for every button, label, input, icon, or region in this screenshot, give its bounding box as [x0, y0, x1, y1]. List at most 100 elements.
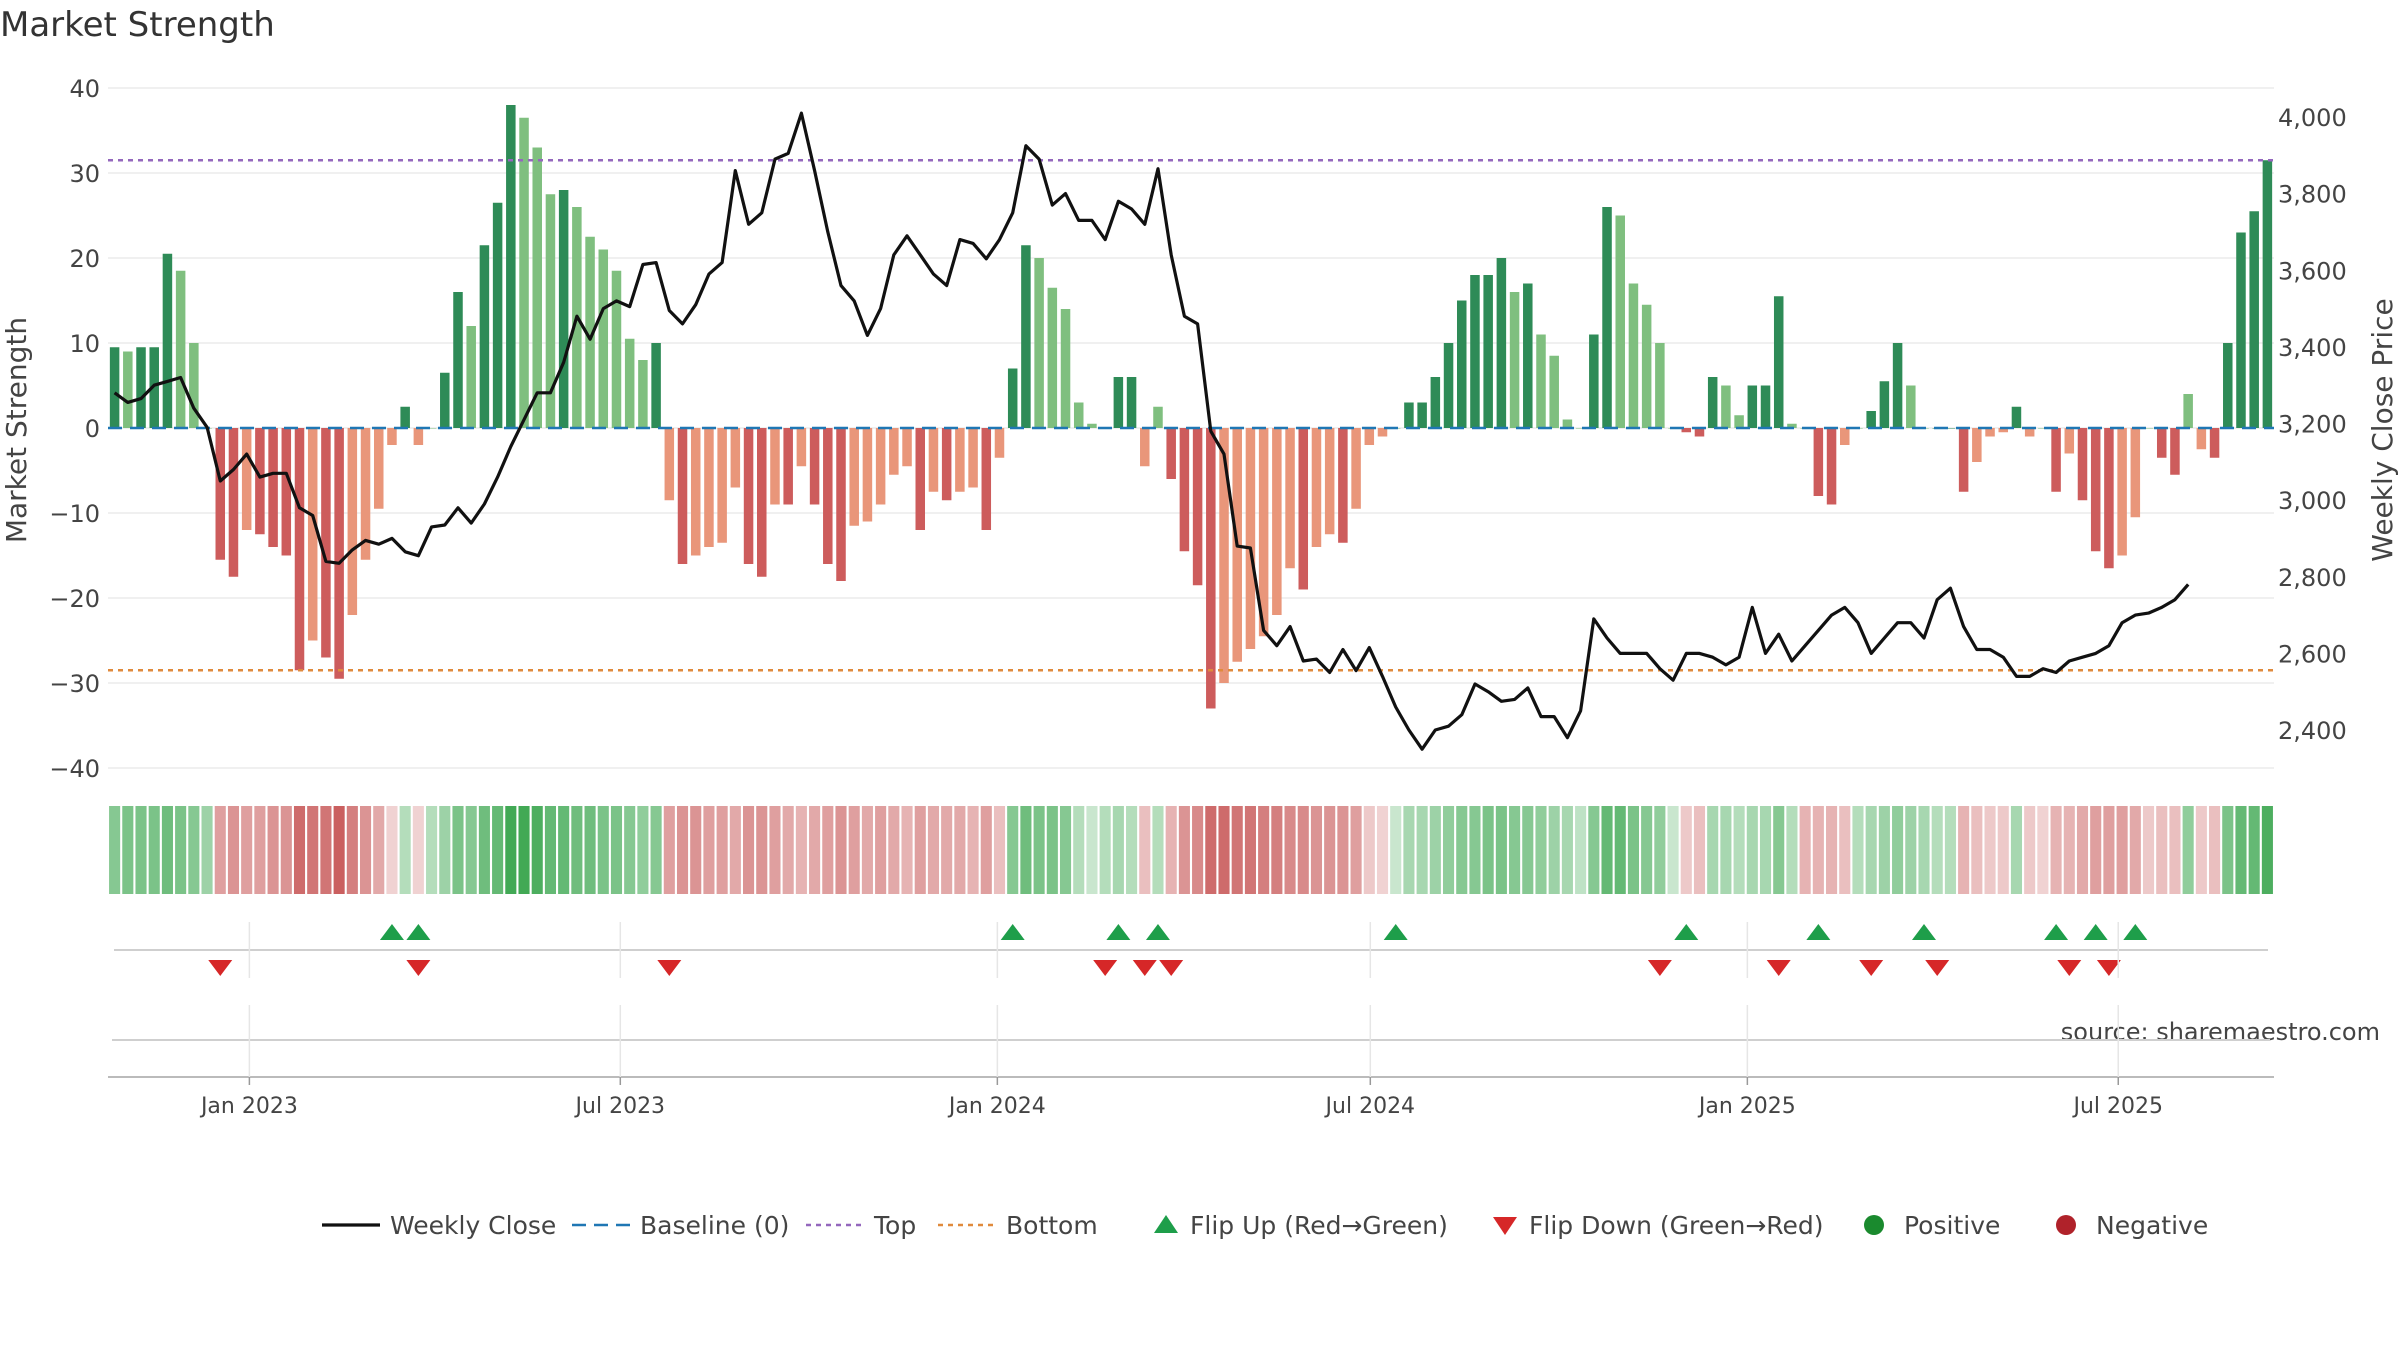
legend-swatch-triangle-up	[1154, 1215, 1178, 1233]
strength-bar	[598, 249, 609, 428]
flip-up-marker	[2083, 924, 2108, 940]
regime-strip	[109, 806, 2273, 894]
strength-bar	[1192, 428, 1203, 586]
strength-bar	[1007, 368, 1018, 428]
strength-bar	[453, 292, 463, 428]
regime-cell	[2248, 806, 2260, 894]
strength-bar	[1496, 258, 1507, 428]
regime-cell	[175, 806, 187, 894]
legend-item: Bottom	[938, 1211, 1098, 1240]
flip-up-marker	[2123, 924, 2148, 940]
regime-cell	[2063, 806, 2075, 894]
strength-bar	[1258, 428, 1269, 637]
regime-cell	[426, 806, 438, 894]
regime-cell	[2169, 806, 2181, 894]
x-tick-label: Jan 2024	[947, 1094, 1046, 1119]
regime-cell	[624, 806, 636, 894]
regime-cell	[135, 806, 147, 894]
strength-bar	[175, 270, 186, 428]
flip-down-marker	[1925, 960, 1950, 976]
strength-bar	[1351, 428, 1361, 509]
regime-cell	[1693, 806, 1706, 894]
strength-bar	[2077, 428, 2088, 501]
legend-label: Positive	[1904, 1211, 2000, 1240]
strength-bar	[875, 428, 886, 505]
strength-bar	[1826, 428, 1837, 505]
regime-cell	[584, 806, 596, 894]
regime-cell	[848, 806, 860, 894]
regime-cell	[1826, 806, 1838, 894]
regime-cell	[386, 806, 398, 894]
flip-up-marker	[406, 924, 431, 940]
regime-cell	[610, 806, 623, 894]
regime-cell	[927, 806, 940, 894]
flip-down-marker	[2096, 960, 2121, 976]
regime-cell	[1310, 806, 1323, 894]
regime-cell	[650, 806, 662, 894]
regime-cell	[1878, 806, 1890, 894]
flip-down-marker	[208, 960, 233, 976]
regime-cell	[2182, 806, 2194, 894]
regime-cell	[1112, 806, 1124, 894]
strength-bar	[281, 428, 292, 556]
regime-cell	[2195, 806, 2207, 894]
regime-cell	[1192, 806, 1204, 894]
regime-cell	[967, 806, 979, 894]
regime-cell	[1667, 806, 1679, 894]
strength-bar	[1166, 428, 1176, 479]
regime-cell	[1707, 806, 1719, 894]
regime-cell	[161, 806, 173, 894]
regime-cell	[1680, 806, 1692, 894]
regime-cell	[359, 806, 372, 894]
strength-bar	[1523, 283, 1533, 428]
strength-bar	[1906, 385, 1916, 428]
strength-bar	[902, 428, 912, 467]
strength-bar	[1456, 300, 1467, 428]
strength-bar	[968, 428, 978, 488]
strength-bar	[255, 428, 265, 535]
source-attribution: source: sharemaestro.com	[2061, 1018, 2380, 1046]
y-tick-label-left: −30	[49, 670, 100, 698]
regime-cell	[1944, 806, 1956, 894]
strength-bar	[1430, 377, 1441, 428]
strength-bar	[1087, 423, 1097, 428]
legend-item: Negative	[2056, 1211, 2208, 1240]
strength-bar	[889, 428, 899, 475]
y-tick-label-right: 2,800	[2278, 564, 2347, 592]
legend-item: Weekly Close	[322, 1211, 556, 1240]
x-tick-label: Jul 2024	[1324, 1094, 1416, 1119]
strength-bar	[334, 428, 344, 679]
flip-down-marker	[2057, 960, 2082, 976]
regime-cell	[1509, 806, 1521, 894]
y-tick-label-left: −40	[49, 755, 100, 783]
regime-cell	[333, 806, 345, 894]
strength-bar	[1338, 428, 1348, 543]
strength-bar	[1060, 309, 1071, 428]
strength-bar	[2024, 428, 2035, 437]
regime-cell	[307, 806, 319, 894]
strength-bar	[387, 428, 397, 445]
regime-cell	[293, 806, 306, 894]
strength-bar	[558, 190, 569, 428]
strength-bar	[347, 428, 358, 615]
strength-bar	[1694, 428, 1705, 437]
regime-cell	[1812, 806, 1824, 894]
regime-cell	[1020, 806, 1032, 894]
regime-cell	[320, 806, 332, 894]
strength-bar	[1721, 385, 1731, 428]
strength-bar	[862, 428, 873, 522]
regime-cell	[1152, 806, 1164, 894]
strength-bar	[321, 428, 331, 658]
strength-bar	[1747, 385, 1758, 428]
strength-bar	[466, 326, 476, 428]
strength-bar	[2064, 428, 2075, 454]
regime-cell	[2010, 806, 2023, 894]
regime-cell	[109, 806, 121, 894]
regime-cell	[743, 806, 755, 894]
regime-cell	[148, 806, 160, 894]
regime-cell	[993, 806, 1006, 894]
regime-cell	[465, 806, 477, 894]
y-tick-label-left: 30	[69, 160, 100, 188]
regime-cell	[795, 806, 807, 894]
regime-cell	[690, 806, 702, 894]
